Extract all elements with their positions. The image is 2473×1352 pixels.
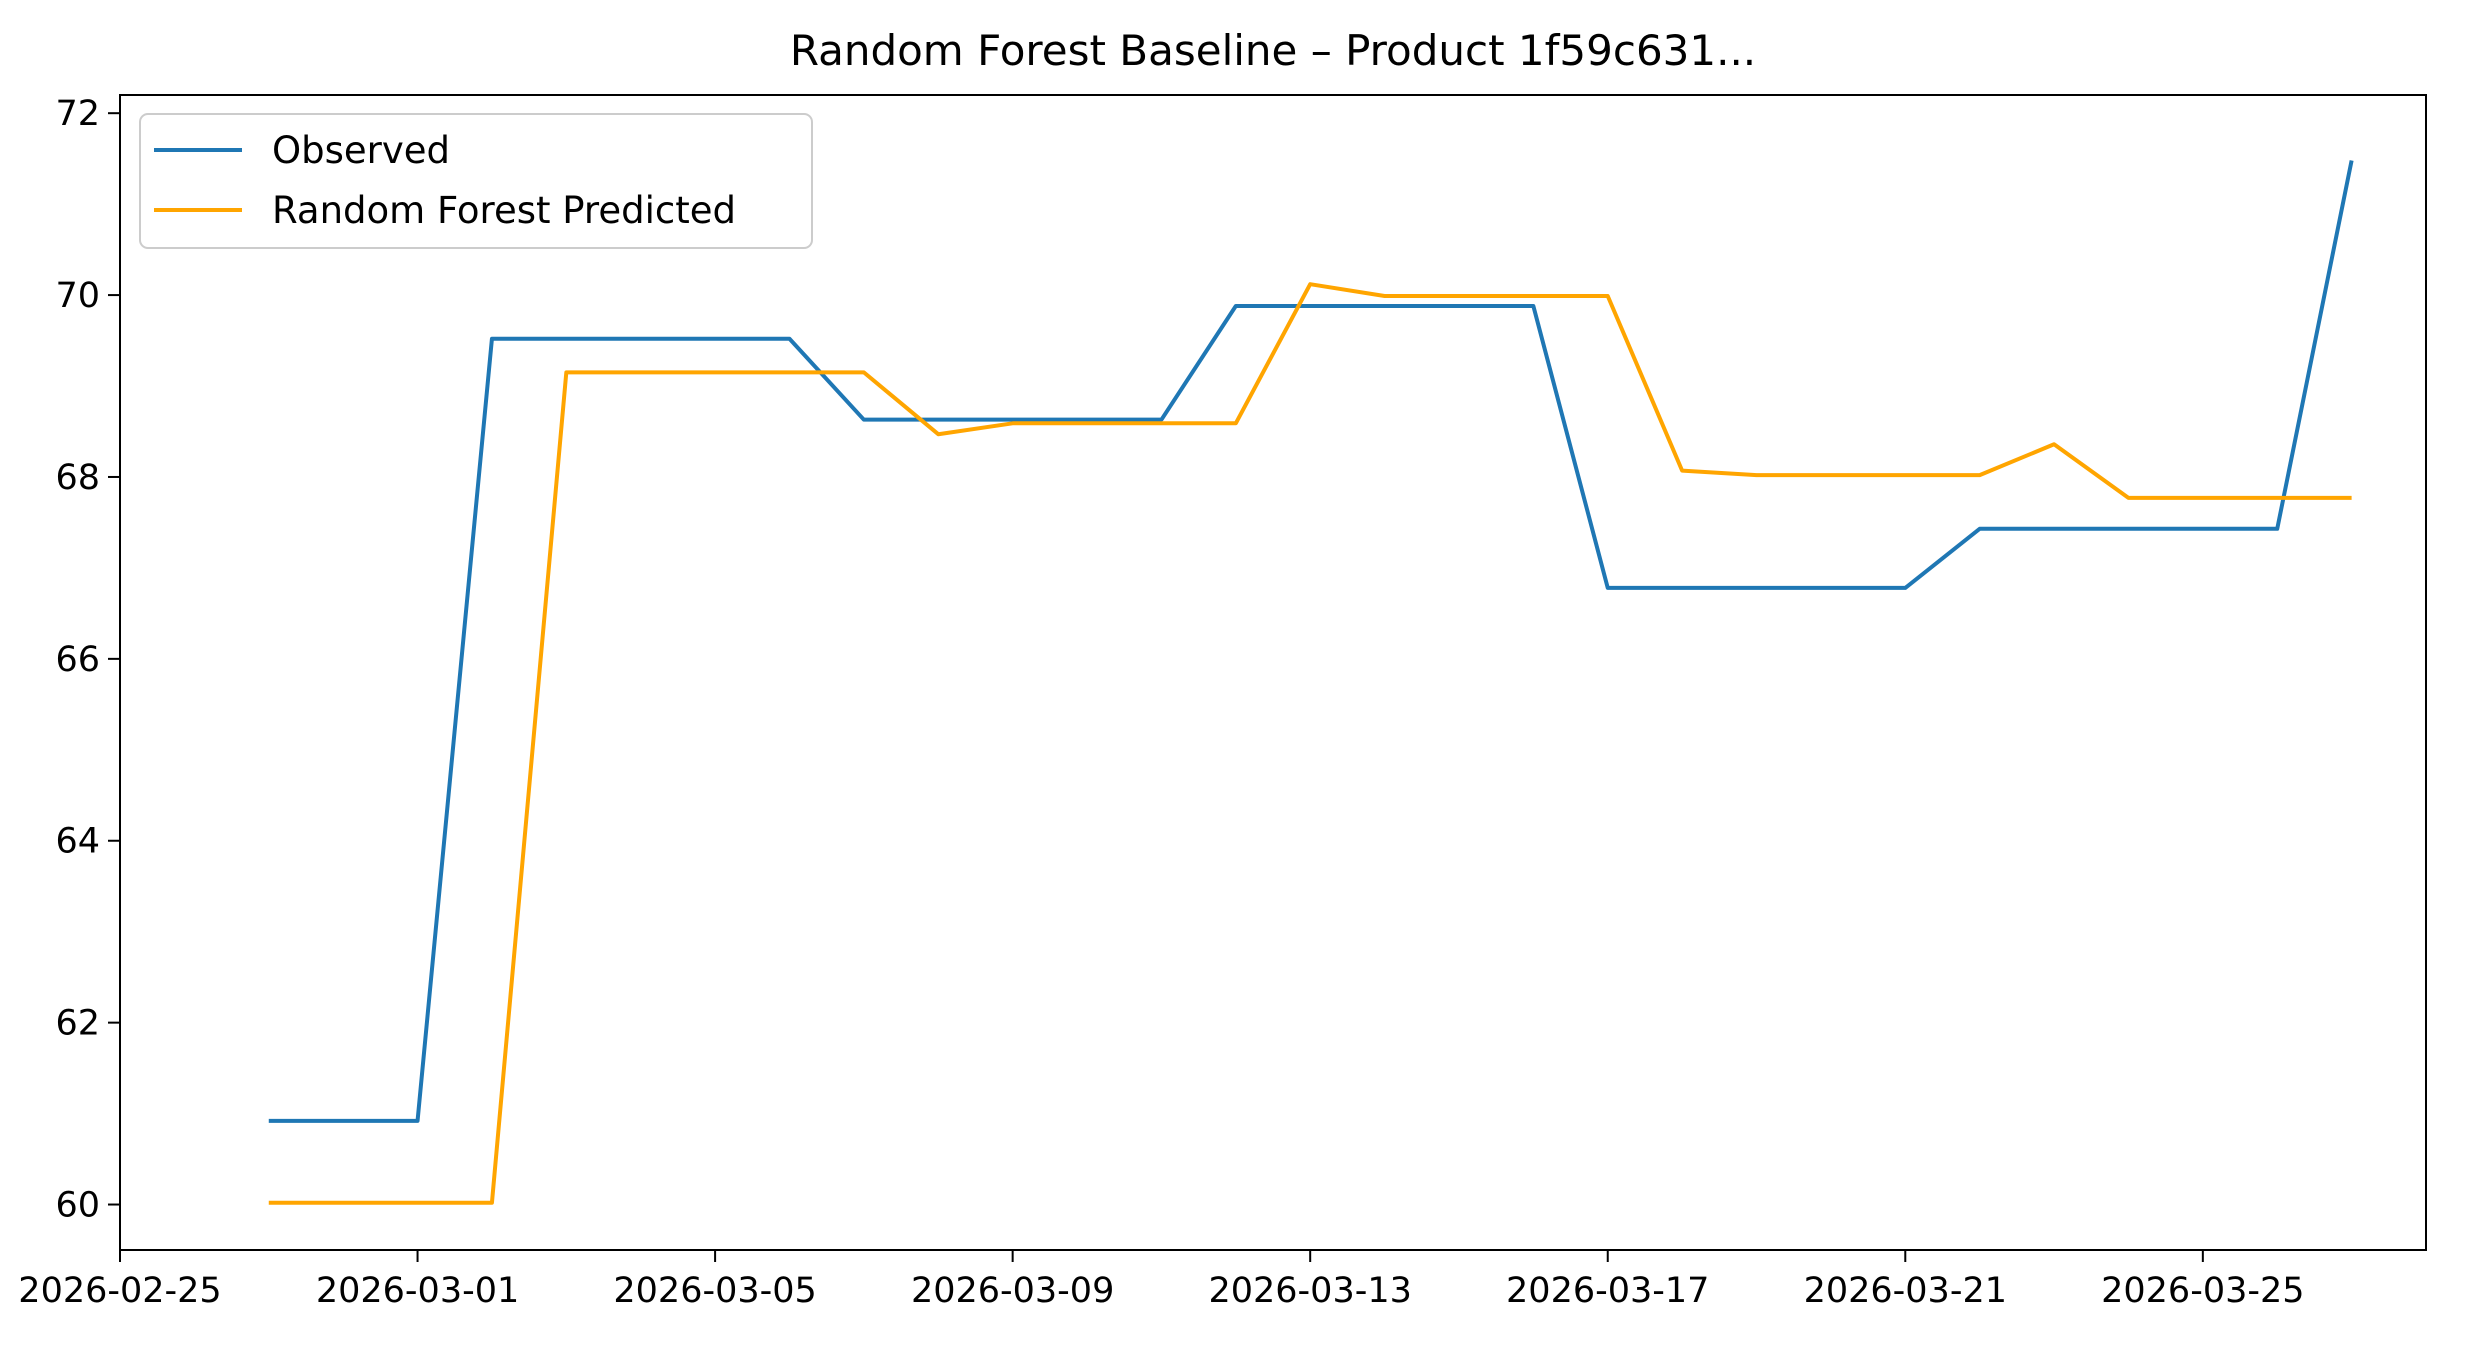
legend: Observed Random Forest Predicted	[139, 113, 813, 249]
x-tick-label: 2026-03-09	[911, 1271, 1114, 1311]
x-tick-label: 2026-03-25	[2101, 1271, 2304, 1311]
x-tick-label: 2026-03-13	[1208, 1271, 1411, 1311]
x-axis: 2026-02-25 2026-03-01 2026-03-05 2026-03-09…	[18, 1250, 2305, 1311]
x-tick-label: 2026-03-17	[1506, 1271, 1709, 1311]
legend-label: Observed	[272, 129, 450, 172]
series-layer	[268, 160, 2354, 1205]
x-tick-label: 2026-03-01	[316, 1271, 519, 1311]
series-line-random-forest-predicted	[268, 282, 2352, 1205]
x-tick-label: 2026-03-21	[1804, 1271, 2007, 1311]
y-tick-label: 62	[55, 1004, 100, 1044]
y-tick-label: 72	[55, 94, 100, 134]
chart-title: Random Forest Baseline – Product 1f59c63…	[790, 26, 1756, 75]
y-tick-label: 60	[55, 1186, 100, 1226]
legend-box	[139, 113, 813, 249]
y-tick-label: 70	[55, 276, 100, 316]
x-tick-label: 2026-03-05	[613, 1271, 816, 1311]
y-tick-label: 66	[55, 640, 100, 680]
legend-label: Random Forest Predicted	[272, 189, 736, 232]
y-tick-label: 64	[55, 822, 100, 862]
y-axis: 60 62 64 66 68 70 72	[55, 94, 120, 1226]
y-tick-label: 68	[55, 458, 100, 498]
series-line-observed	[268, 160, 2354, 1123]
x-tick-label: 2026-02-25	[18, 1271, 221, 1311]
plot-frame	[119, 94, 2427, 1251]
